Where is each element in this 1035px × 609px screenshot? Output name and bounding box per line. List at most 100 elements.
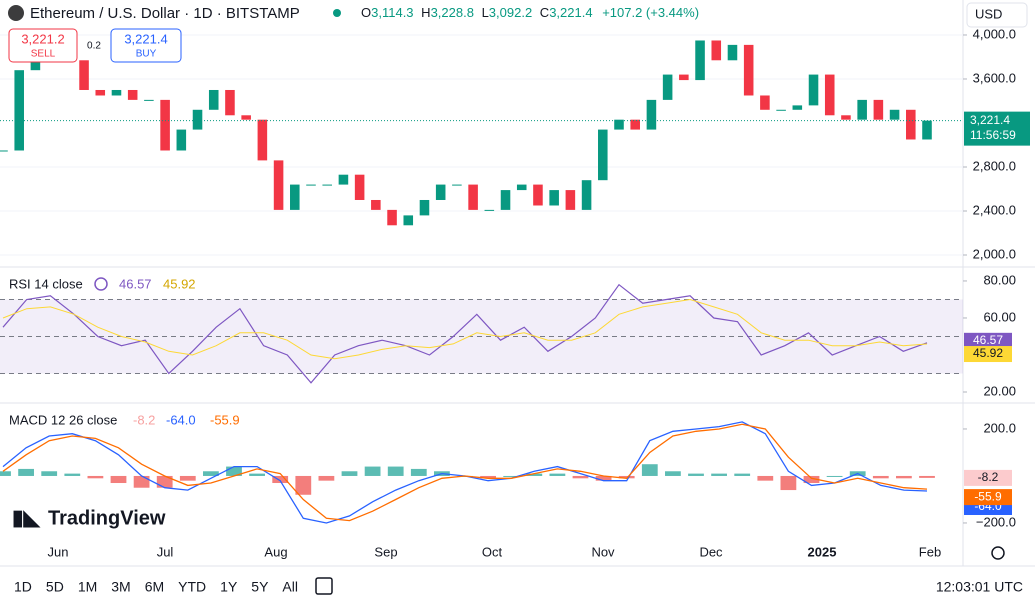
range-button[interactable]: 6M: [145, 579, 164, 595]
countdown: 11:56:59: [970, 128, 1016, 142]
rsi-title: RSI 14 close: [9, 276, 83, 291]
candle: [565, 190, 576, 210]
sell-label[interactable]: SELL: [31, 49, 56, 60]
candle: [630, 119, 640, 130]
y-tick-label: 20.00: [983, 383, 1016, 398]
rsi-last: 45.92: [973, 346, 1003, 360]
candle: [257, 119, 268, 161]
candle: [419, 199, 430, 216]
histogram-bar: [734, 473, 751, 476]
sell-button[interactable]: [8, 28, 78, 63]
histogram-bar: [526, 473, 543, 476]
clock: 12:03:01 UTC: [936, 579, 1023, 595]
candle: [176, 129, 187, 151]
candle: [484, 209, 495, 211]
time-label: Oct: [482, 544, 503, 559]
hist-value: -8.2: [133, 412, 155, 427]
histogram-bar: [688, 473, 704, 476]
range-button[interactable]: YTD: [178, 579, 206, 595]
ohlc-value: 3,092.2: [489, 5, 532, 20]
change: +107.2 (+3.44%): [602, 5, 699, 20]
range-button[interactable]: 5Y: [251, 579, 269, 595]
time-label: Feb: [919, 544, 941, 559]
candle: [662, 74, 673, 100]
ohlc-key: C: [540, 5, 549, 20]
macd-line: [2, 423, 928, 522]
candle: [824, 74, 835, 116]
candle: [338, 174, 349, 185]
time-label: 2025: [808, 544, 837, 559]
candle: [873, 99, 884, 120]
time-label: Dec: [699, 544, 723, 559]
candle: [354, 174, 365, 200]
candle: [646, 99, 657, 130]
ohlc-key: H: [421, 5, 430, 20]
buy-price[interactable]: 3,221.4: [124, 31, 167, 46]
histogram-bar: [387, 466, 404, 476]
currency-button[interactable]: [966, 2, 1028, 28]
ohlc-key: L: [482, 5, 489, 20]
histogram-bar: [226, 466, 242, 476]
ohlc-value: 3,228.8: [431, 5, 474, 20]
rsi-icon: [94, 277, 108, 291]
histogram-bar: [341, 471, 358, 476]
time-label: Sep: [374, 544, 397, 559]
histogram-bar: [18, 468, 34, 476]
candle: [581, 180, 592, 210]
candle: [403, 215, 414, 226]
buy-label[interactable]: BUY: [136, 49, 157, 60]
candle: [808, 74, 819, 106]
candle: [614, 119, 624, 130]
range-button[interactable]: 1D: [14, 579, 32, 595]
histogram-bar: [872, 475, 889, 479]
histogram-bar: [156, 475, 173, 488]
histogram-bar: [203, 471, 219, 476]
range-button[interactable]: 3M: [111, 579, 130, 595]
rsi-line: [2, 298, 928, 360]
candle: [144, 99, 154, 101]
candle: [695, 40, 705, 81]
candle: [533, 184, 543, 206]
candle: [906, 109, 916, 140]
time-label: Jul: [157, 544, 174, 559]
candle: [14, 70, 24, 151]
histogram-bar: [503, 475, 520, 477]
histogram-bar: [826, 475, 843, 477]
sell-price[interactable]: 3,221.2: [21, 31, 64, 46]
histogram-bar: [919, 475, 935, 478]
ohlc-value: 3,114.3: [371, 5, 413, 20]
histogram-bar: [272, 475, 289, 484]
candle: [468, 184, 478, 210]
currency[interactable]: USD: [975, 6, 1002, 21]
rsi-last: 46.57: [973, 333, 1003, 347]
ohlc-value: 3,221.4: [549, 5, 592, 20]
y-tick-label: 2,400.0: [973, 202, 1016, 217]
range-button[interactable]: 5D: [46, 579, 64, 595]
candle: [435, 184, 446, 200]
chart-layer: 2,000.0 2,400.0 2,800.0 3,600.0 4,000.0 3,221…: [0, 26, 1030, 529]
candle: [452, 184, 462, 186]
histogram-bar: [0, 471, 11, 476]
range-button[interactable]: All: [282, 579, 298, 595]
macd-hist-last: -8.2: [978, 470, 999, 484]
y-tick-label: 60.00: [983, 309, 1016, 324]
candle: [857, 99, 867, 120]
last-price-bg: [964, 111, 1030, 146]
y-tick-label: 2,000.0: [973, 246, 1016, 261]
status-dot: [333, 9, 341, 17]
settings-icon[interactable]: [991, 546, 1005, 560]
range-button[interactable]: 1Y: [220, 579, 238, 595]
date-range-icon[interactable]: [315, 577, 333, 595]
buy-button[interactable]: [110, 28, 182, 63]
candle: [598, 129, 608, 181]
y-tick-label: 2,800.0: [973, 158, 1016, 173]
histogram-bar: [595, 475, 612, 481]
range-button[interactable]: 1M: [78, 579, 97, 595]
histogram-bar: [618, 475, 635, 479]
last-price: 3,221.4: [970, 113, 1010, 127]
candle: [306, 184, 316, 186]
candle: [192, 109, 203, 130]
macd-value: -64.0: [166, 412, 196, 427]
histogram-bar: [295, 475, 312, 495]
